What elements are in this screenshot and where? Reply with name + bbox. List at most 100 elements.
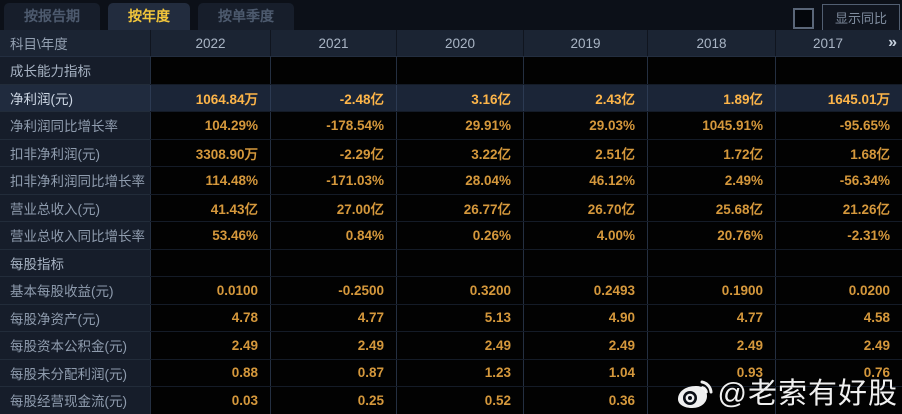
value-cell-11-4: 0.93 — [647, 359, 775, 386]
value-cell-8-4: 0.1900 — [647, 277, 775, 304]
value-cell-7-2 — [396, 249, 523, 276]
value-cell-7-4 — [647, 249, 775, 276]
show-yoy-button[interactable]: 显示同比 — [821, 4, 900, 32]
value-cell-12-3: 0.36 — [523, 387, 647, 414]
value-cell-2-2: 29.91% — [396, 112, 523, 139]
table-row-10[interactable]: 每股资本公积金(元) 2.49 2.49 2.49 2.49 2.49 2.49 — [0, 332, 902, 360]
show-yoy-checkbox[interactable] — [792, 7, 814, 29]
value-cell-6-5: -2.31% — [775, 222, 902, 249]
value-cell-1-2: 3.16亿 — [396, 84, 523, 111]
value-cell-8-0: 0.0100 — [150, 277, 270, 304]
value-cell-5-3: 26.70亿 — [523, 194, 647, 221]
value-cell-7-3 — [523, 249, 647, 276]
value-cell-12-1: 0.25 — [270, 387, 396, 414]
year-header-2018: 2018 — [647, 30, 775, 56]
row-label: 每股经营现金流(元) — [0, 387, 150, 414]
value-cell-2-4: 1045.91% — [647, 112, 775, 139]
table-row-3[interactable]: 扣非净利润(元) 3308.90万 -2.29亿 3.22亿 2.51亿 1.72亿 1.6… — [0, 139, 902, 167]
corner-header-cell: 科目\年度 — [10, 37, 68, 52]
value-cell-6-3: 4.00% — [523, 222, 647, 249]
value-cell-8-2: 0.3200 — [396, 277, 523, 304]
value-cell-11-2: 1.23 — [396, 359, 523, 386]
value-cell-4-0: 114.48% — [150, 167, 270, 194]
table-row-5[interactable]: 营业总收入(元) 41.43亿 27.00亿 26.77亿 26.70亿 25.68亿 21… — [0, 194, 902, 222]
value-cell-0-0 — [150, 57, 270, 84]
value-cell-4-4: 2.49% — [647, 167, 775, 194]
table-row-11[interactable]: 每股未分配利润(元) 0.88 0.87 1.23 1.04 0.93 0.76 — [0, 359, 902, 387]
tab-by-report-period[interactable]: 按报告期 — [4, 3, 100, 30]
row-label: 扣非净利润同比增长率 — [0, 167, 150, 195]
value-cell-1-1: -2.48亿 — [270, 84, 396, 111]
value-cell-10-0: 2.49 — [150, 332, 270, 359]
table-row-6[interactable]: 营业总收入同比增长率 53.46% 0.84% 0.26% 4.00% 20.76% -2.… — [0, 222, 902, 250]
value-cell-1-3: 2.43亿 — [523, 84, 647, 111]
value-cell-2-0: 104.29% — [150, 112, 270, 139]
table-row-2[interactable]: 净利润同比增长率 104.29% -178.54% 29.91% 29.03% 1045.… — [0, 112, 902, 140]
value-cell-10-5: 2.49 — [775, 332, 902, 359]
value-cell-3-2: 3.22亿 — [396, 139, 523, 166]
top-controls: 显示同比 — [792, 4, 900, 32]
tab-by-year[interactable]: 按年度 — [108, 3, 190, 30]
value-cell-9-1: 4.77 — [270, 304, 396, 331]
year-header-2017: 2017 — [775, 30, 902, 56]
table-row-7[interactable]: 每股指标 — [0, 249, 902, 277]
value-cell-10-3: 2.49 — [523, 332, 647, 359]
value-cell-12-0: 0.03 — [150, 387, 270, 414]
value-cell-3-5: 1.68亿 — [775, 139, 902, 166]
tab-by-single-quarter[interactable]: 按单季度 — [198, 3, 294, 30]
table-row-9[interactable]: 每股净资产(元) 4.78 4.77 5.13 4.90 4.77 4.58 — [0, 304, 902, 332]
table-row-4[interactable]: 扣非净利润同比增长率 114.48% -171.03% 28.04% 46.12% 2.4… — [0, 167, 902, 195]
table-row-8[interactable]: 基本每股收益(元) 0.0100 -0.2500 0.3200 0.2493 0.1900… — [0, 277, 902, 305]
row-label: 每股资本公积金(元) — [0, 332, 150, 360]
value-cell-2-5: -95.65% — [775, 112, 902, 139]
year-header-2019: 2019 — [523, 30, 647, 56]
value-cell-2-1: -178.54% — [270, 112, 396, 139]
value-cell-11-0: 0.88 — [150, 359, 270, 386]
value-cell-9-5: 4.58 — [775, 304, 902, 331]
value-cell-9-4: 4.77 — [647, 304, 775, 331]
table-body: 成长能力指标 净利润(元) 1064.84万 -2.48亿 3.16亿 2.43亿 1.89… — [0, 57, 902, 414]
row-label: 净利润同比增长率 — [0, 112, 150, 140]
value-cell-11-1: 0.87 — [270, 359, 396, 386]
year-header-2021: 2021 — [270, 30, 396, 56]
row-label: 基本每股收益(元) — [0, 277, 150, 305]
value-cell-12-2: 0.52 — [396, 387, 523, 414]
table-row-0[interactable]: 成长能力指标 — [0, 57, 902, 85]
chevron-more-icon[interactable]: » — [888, 34, 897, 51]
value-cell-4-3: 46.12% — [523, 167, 647, 194]
value-cell-7-1 — [270, 249, 396, 276]
value-cell-4-5: -56.34% — [775, 167, 902, 194]
value-cell-5-1: 27.00亿 — [270, 194, 396, 221]
row-label: 每股未分配利润(元) — [0, 359, 150, 387]
value-cell-4-1: -171.03% — [270, 167, 396, 194]
value-cell-10-4: 2.49 — [647, 332, 775, 359]
value-cell-8-1: -0.2500 — [270, 277, 396, 304]
value-cell-5-5: 21.26亿 — [775, 194, 902, 221]
value-cell-12-4 — [647, 387, 775, 414]
value-cell-11-5: 0.76 — [775, 359, 902, 386]
year-header-2020: 2020 — [396, 30, 523, 56]
row-label: 每股净资产(元) — [0, 304, 150, 332]
value-cell-6-0: 53.46% — [150, 222, 270, 249]
value-cell-3-0: 3308.90万 — [150, 139, 270, 166]
value-cell-6-2: 0.26% — [396, 222, 523, 249]
value-cell-5-4: 25.68亿 — [647, 194, 775, 221]
table-row-1[interactable]: 净利润(元) 1064.84万 -2.48亿 3.16亿 2.43亿 1.89亿 1645.… — [0, 84, 902, 112]
value-cell-10-1: 2.49 — [270, 332, 396, 359]
value-cell-10-2: 2.49 — [396, 332, 523, 359]
value-cell-8-3: 0.2493 — [523, 277, 647, 304]
row-label: 营业总收入(元) — [0, 194, 150, 222]
table-row-12[interactable]: 每股经营现金流(元) 0.03 0.25 0.52 0.36 — [0, 387, 902, 414]
value-cell-5-0: 41.43亿 — [150, 194, 270, 221]
value-cell-2-3: 29.03% — [523, 112, 647, 139]
value-cell-1-5: 1645.01万 — [775, 84, 902, 111]
row-label: 扣非净利润(元) — [0, 139, 150, 167]
row-label: 营业总收入同比增长率 — [0, 222, 150, 250]
value-cell-0-2 — [396, 57, 523, 84]
value-cell-3-4: 1.72亿 — [647, 139, 775, 166]
period-tab-bar: 按报告期 按年度 按单季度 显示同比 — [0, 0, 902, 32]
value-cell-0-5 — [775, 57, 902, 84]
value-cell-9-3: 4.90 — [523, 304, 647, 331]
value-cell-12-5 — [775, 387, 902, 414]
row-label: 每股指标 — [0, 249, 150, 277]
